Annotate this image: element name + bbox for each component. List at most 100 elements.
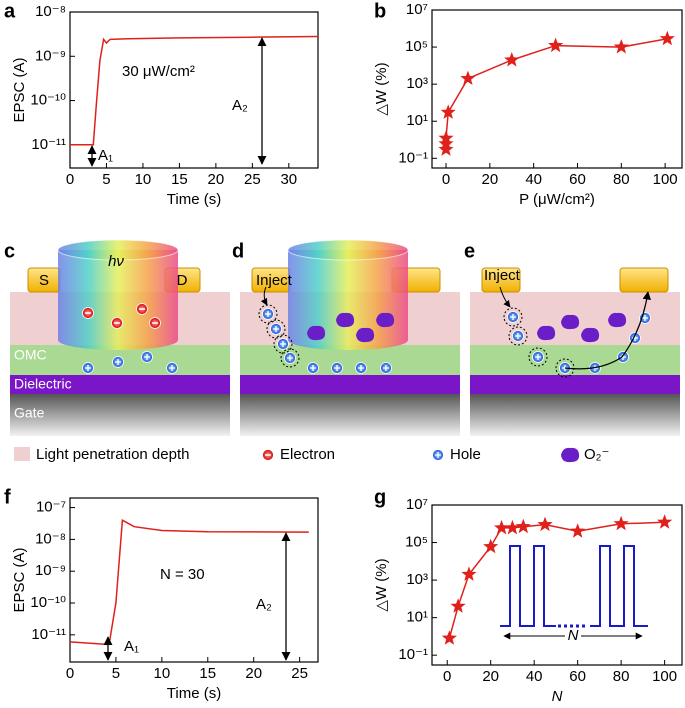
diagram-label: D xyxy=(177,272,188,289)
x-tick-label: 80 xyxy=(613,171,630,188)
x-tick-label: 15 xyxy=(171,171,188,188)
hole-sign xyxy=(144,354,150,360)
data-point xyxy=(438,130,454,145)
annotation: 30 μW/cm² xyxy=(122,63,195,80)
data-point xyxy=(441,630,457,645)
hole-sign xyxy=(642,315,648,321)
y-tick-label: 10⁻⁸ xyxy=(35,530,66,547)
light-beam-top xyxy=(287,239,409,261)
inject-arrow xyxy=(499,286,511,308)
x-tick-label: 20 xyxy=(208,171,225,188)
plot-frame xyxy=(69,497,319,663)
x-tick-label: 100 xyxy=(652,668,677,685)
data-point xyxy=(537,516,553,532)
omc-layer xyxy=(470,345,680,375)
x-tick-label: 60 xyxy=(569,171,586,188)
dielectric-layer xyxy=(470,375,680,394)
x-tick-label: 0 xyxy=(66,665,74,682)
hole-sign xyxy=(273,326,279,332)
y-axis-label: △W (%) xyxy=(373,558,390,611)
y-tick-label: 10⁻⁹ xyxy=(35,562,66,579)
panel-letter: c xyxy=(4,240,15,262)
x-tick-label: 0 xyxy=(442,171,450,188)
data-point xyxy=(613,39,629,54)
data-line xyxy=(448,521,665,639)
hole-sign xyxy=(515,333,521,339)
hole-sign xyxy=(287,355,293,361)
hole-sign xyxy=(435,452,441,458)
superoxide xyxy=(356,327,375,343)
diagram-label: S xyxy=(39,272,49,289)
data-point xyxy=(515,518,531,534)
superoxide xyxy=(307,325,326,341)
legend-label: Hole xyxy=(450,446,481,463)
panel-letter: d xyxy=(232,240,244,262)
hole-halo xyxy=(503,307,523,327)
device-diagrams: hν S D Inject Inject OMC Dielectric Gate Light p… xyxy=(10,239,680,463)
y-tick-label: 10⁻¹ xyxy=(398,646,428,663)
y-axis-label: EPSC (A) xyxy=(11,547,28,612)
x-tick-label: 100 xyxy=(653,171,678,188)
superoxide xyxy=(561,314,580,330)
y-tick-label: 10¹ xyxy=(406,609,428,626)
hole-sign xyxy=(115,359,121,365)
data-point xyxy=(504,52,520,67)
legend-label: O₂⁻ xyxy=(584,446,609,463)
data-point xyxy=(659,30,675,46)
annotation: A₂ xyxy=(256,596,272,613)
x-axis-label: Time (s) xyxy=(167,191,221,208)
superoxide xyxy=(336,312,355,328)
y-tick-label: 10⁷ xyxy=(406,496,428,513)
x-tick-label: 25 xyxy=(244,171,261,188)
x-tick-label: 25 xyxy=(291,665,308,682)
superoxide xyxy=(537,325,556,341)
diagram-label: Inject xyxy=(484,267,521,284)
y-tick-label: 10⁻¹¹ xyxy=(31,136,66,153)
annotation: A₂ xyxy=(232,97,248,114)
hole-halo xyxy=(280,348,300,368)
data-point xyxy=(438,141,454,156)
panel-letter: e xyxy=(464,240,475,262)
y-tick-label: 10⁷ xyxy=(406,1,428,18)
gate-layer xyxy=(240,394,460,436)
plot-frame xyxy=(431,9,683,169)
diagram-label: Inject xyxy=(256,272,293,289)
x-tick-label: 30 xyxy=(280,171,297,188)
hole-sign xyxy=(169,365,175,371)
light-beam xyxy=(288,250,408,350)
x-tick-label: 40 xyxy=(526,668,543,685)
data-line xyxy=(70,35,319,146)
data-point xyxy=(461,566,477,581)
hole-sign xyxy=(358,365,364,371)
hole-sign xyxy=(334,365,340,371)
hole-sign xyxy=(510,314,516,320)
y-tick-label: 10⁵ xyxy=(405,38,428,55)
legend-label: Light penetration depth xyxy=(36,446,189,463)
panel-letter: g xyxy=(374,486,386,508)
y-tick-label: 10⁵ xyxy=(405,534,428,551)
y-tick-label: 10³ xyxy=(406,75,428,92)
hole-sign xyxy=(535,354,541,360)
electrode xyxy=(619,267,669,293)
data-point xyxy=(440,104,456,119)
y-axis-label: △W (%) xyxy=(373,62,390,115)
data-point xyxy=(504,519,520,535)
superoxide xyxy=(581,327,600,343)
data-point xyxy=(613,515,629,531)
light-beam xyxy=(58,250,178,350)
dielectric-layer xyxy=(10,375,230,394)
annotation: N = 30 xyxy=(160,566,205,583)
y-axis-label: EPSC (A) xyxy=(11,57,28,122)
electrode xyxy=(481,267,521,293)
y-tick-label: 10⁻⁷ xyxy=(36,499,66,516)
y-tick-label: 10¹ xyxy=(406,112,428,129)
hole-halo xyxy=(555,358,575,378)
layer-label: Gate xyxy=(14,405,45,421)
hole-halo xyxy=(266,319,286,339)
y-tick-label: 10⁻¹⁰ xyxy=(30,594,66,611)
plot-frame xyxy=(431,504,683,666)
data-point xyxy=(438,135,454,151)
panel-letter: b xyxy=(374,0,386,22)
x-tick-label: 5 xyxy=(112,665,120,682)
